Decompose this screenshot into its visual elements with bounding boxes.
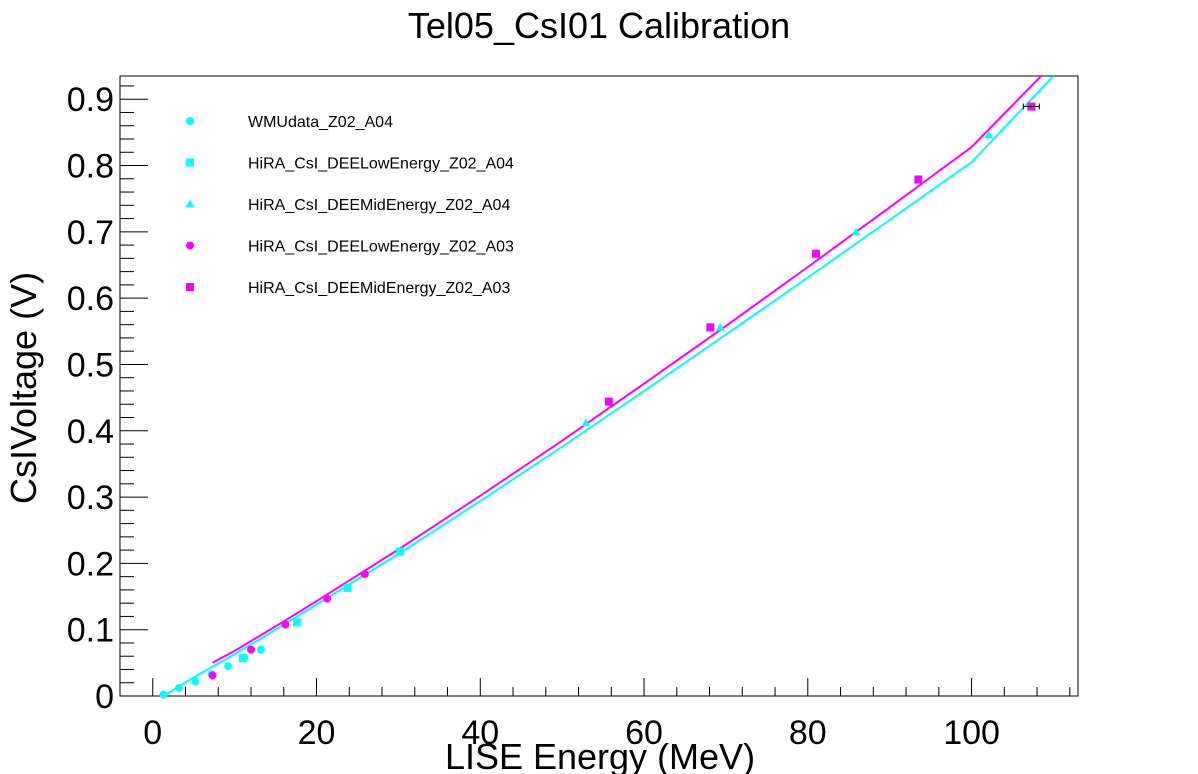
x-tick-label: 80 — [789, 714, 827, 752]
data-point — [247, 645, 256, 654]
plot-frame — [119, 75, 1079, 697]
y-tick-label: 0.6 — [67, 280, 114, 318]
data-point — [281, 620, 290, 629]
data-point — [706, 323, 715, 332]
x-tick-label: 100 — [943, 714, 1000, 752]
fit-curve — [162, 76, 1055, 696]
legend-marker — [186, 241, 194, 250]
fit-curves — [162, 76, 1055, 696]
data-point — [984, 130, 994, 139]
legend-label: HiRA_CsI_DEELowEnergy_Z02_A03 — [248, 239, 514, 256]
data-point — [238, 654, 247, 663]
y-tick-label: 0.7 — [67, 214, 114, 252]
y-tick-label: 0.3 — [67, 479, 114, 517]
legend-marker — [186, 158, 194, 167]
legend-label: HiRA_CsI_DEEMidEnergy_Z02_A04 — [248, 197, 510, 214]
legend-marker — [186, 283, 194, 291]
legend-label: HiRA_CsI_DEELowEnergy_Z02_A04 — [248, 156, 514, 173]
data-point — [360, 569, 369, 578]
y-tick-label: 0.9 — [67, 81, 114, 119]
data-point — [174, 684, 183, 693]
data-point — [224, 662, 233, 671]
chart-title: Tel05_CsI01 Calibration — [408, 5, 790, 46]
data-point — [715, 322, 725, 331]
data-point — [811, 249, 820, 258]
data-point — [159, 690, 168, 699]
x-axis-title: LISE Energy (MeV) — [445, 736, 755, 774]
data-point — [604, 397, 613, 406]
fit-curve — [212, 76, 1042, 664]
legend-marker — [186, 117, 194, 125]
y-tick-label: 0.4 — [67, 413, 114, 451]
legend-marker — [185, 199, 195, 208]
y-tick-label: 0.2 — [67, 545, 114, 583]
data-point — [191, 677, 200, 686]
data-point — [851, 227, 861, 236]
legend-label: HiRA_CsI_DEEMidEnergy_Z02_A03 — [248, 280, 510, 297]
data-point — [292, 618, 301, 627]
data-point — [343, 583, 352, 592]
data-point — [581, 418, 591, 427]
data-points — [159, 102, 1040, 699]
data-point — [396, 547, 405, 556]
plot-area-border — [119, 75, 1079, 697]
x-tick-label: 40 — [461, 714, 499, 752]
x-tick-label: 0 — [143, 714, 162, 752]
data-point — [914, 175, 923, 184]
y-tick-label: 0.1 — [67, 612, 114, 650]
y-tick-label: 0 — [95, 678, 114, 716]
y-tick-label: 0.5 — [67, 346, 114, 384]
y-tick-label: 0.8 — [67, 148, 114, 186]
data-point — [256, 645, 265, 654]
data-point — [208, 671, 217, 680]
legend: WMUdata_Z02_A04 HiRA_CsI_DEELowEnergy_Z02… — [185, 114, 514, 297]
x-tick-label: 20 — [298, 714, 336, 752]
y-axis-title: CsIVoltage (V) — [3, 272, 44, 504]
data-point — [323, 594, 332, 603]
x-tick-label: 60 — [625, 714, 663, 752]
legend-label: WMUdata_Z02_A04 — [248, 114, 393, 131]
axes: 0 20 40 60 80 100 0 0.1 0.2 0.3 0.4 0.5 0.6 0.7 0.8 0.9 — [67, 81, 1071, 752]
